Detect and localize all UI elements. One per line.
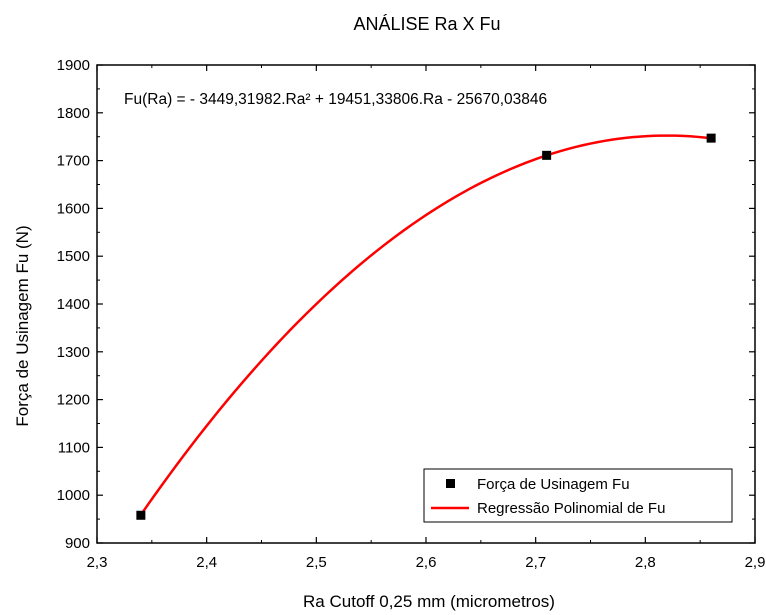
x-tick-label: 2,8 [635,554,656,571]
y-tick-label: 1600 [57,200,90,217]
x-axis: 2,3 2,4 2,5 2,6 2,7 2,8 2,9 [87,65,766,571]
y-tick-label: 1800 [57,105,90,122]
series-layer [136,133,716,520]
x-tick-label: 2,4 [196,554,217,571]
x-tick-label: 2,7 [525,554,546,571]
y-tick-label: 1300 [57,344,90,361]
regression-line [139,134,712,516]
y-axis: 900 1000 1100 1200 1300 1400 1500 1600 1700 1800 1… [57,57,755,552]
equation-annotation: Fu(Ra) = - 3449,31982.Ra² + 19451,33806.… [124,91,547,108]
y-tick-label: 1200 [57,392,90,409]
x-tick-label: 2,3 [87,554,108,571]
x-tick-label: 2,5 [306,554,327,571]
x-tick-label: 2,9 [745,554,766,571]
x-tick-label: 2,6 [416,554,437,571]
data-point [706,133,716,143]
legend-marker-scatter [446,479,455,488]
data-point [136,510,146,520]
legend-box [423,468,733,523]
legend-label-scatter: Força de Usinagem Fu [477,476,630,493]
legend: Força de Usinagem Fu Regressão Polinomia… [423,468,733,523]
x-axis-label: Ra Cutoff 0,25 mm (micrometros) [303,592,555,611]
y-tick-label: 1400 [57,296,90,313]
y-tick-label: 1500 [57,248,90,265]
y-tick-label: 1700 [57,153,90,170]
y-tick-label: 1100 [58,439,90,456]
y-tick-label: 900 [65,535,90,552]
y-tick-label: 1900 [57,57,90,74]
data-point [542,150,552,160]
y-axis-label: Força de Usinagem Fu (N) [13,225,32,426]
legend-label-regression: Regressão Polinomial de Fu [477,500,665,517]
chart-title: ANÁLISE Ra X Fu [353,14,500,34]
y-tick-label: 1000 [57,487,90,504]
